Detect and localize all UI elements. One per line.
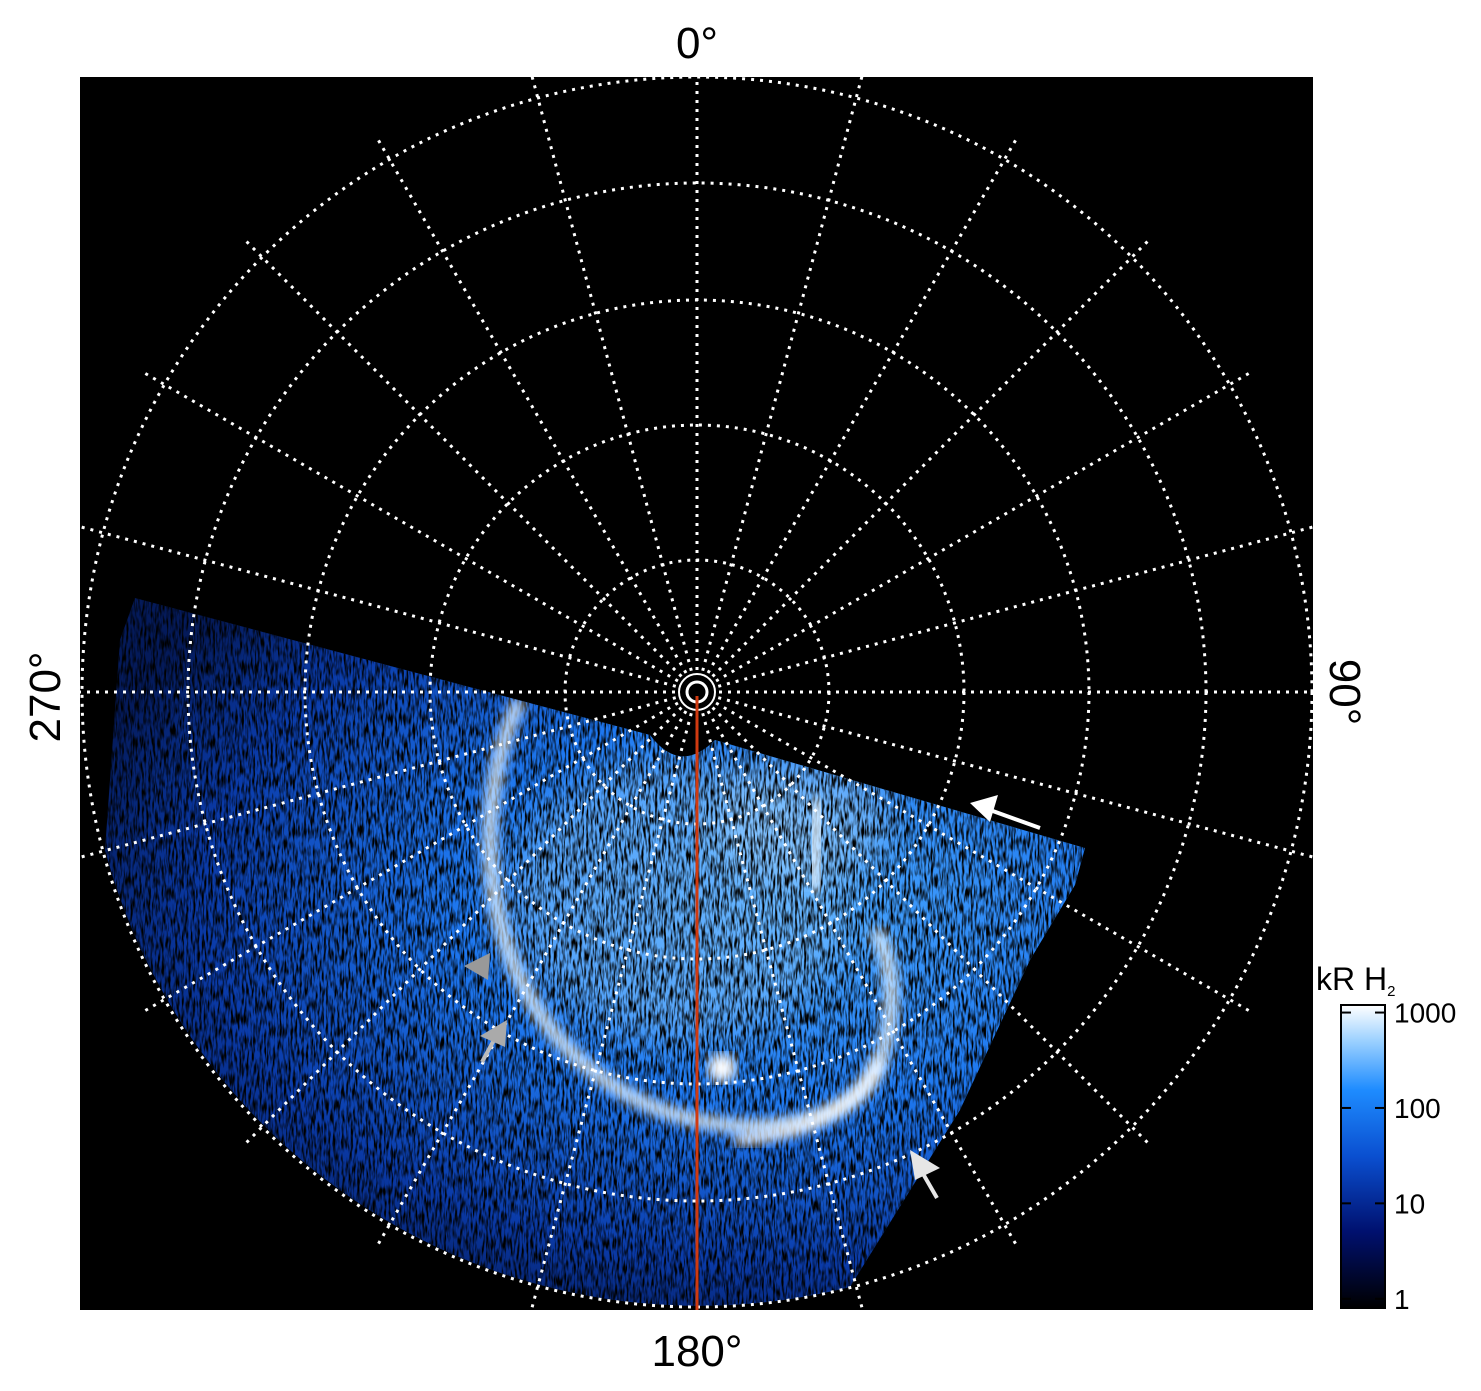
meridian-line — [529, 712, 693, 1310]
azimuth-label: 0° — [676, 19, 718, 68]
colorbar-title-subscript: 2 — [1387, 983, 1395, 1000]
meridian-line — [375, 710, 688, 1248]
meridian-line — [701, 712, 865, 1310]
meridian-line — [141, 370, 679, 683]
colorbar-tick-label: 1000 — [1394, 998, 1456, 1029]
aurora-spot — [708, 1054, 736, 1082]
azimuth-label: 180° — [651, 1327, 742, 1376]
meridian-line — [80, 525, 677, 688]
meridian-line — [717, 696, 1313, 859]
colorbar-ticks: 1 10 100 1000 — [1341, 998, 1456, 1315]
meridian-line — [530, 77, 693, 672]
colorbar-tick-label: 1 — [1394, 1284, 1410, 1315]
azimuth-label: 90° — [1320, 659, 1369, 726]
meridian-line — [715, 701, 1253, 1014]
colorbar — [1340, 1004, 1386, 1309]
meridian-line — [701, 77, 864, 672]
main-oval — [734, 1058, 885, 1145]
colorbar-title-main: kR H — [1316, 961, 1387, 997]
aurora-arc — [804, 799, 828, 892]
meridian-line — [715, 370, 1253, 683]
colorbar-tick-label: 100 — [1394, 1093, 1441, 1124]
meridian-line — [243, 706, 683, 1146]
azimuth-label: 270° — [21, 651, 70, 742]
meridian-line — [243, 238, 683, 678]
meridian-line — [711, 706, 1151, 1146]
colorbar-title: kR H2 — [1316, 961, 1395, 1000]
arrows — [464, 795, 1041, 1199]
meridian-line — [80, 696, 677, 859]
main-oval — [484, 697, 898, 1133]
meridian-line — [717, 525, 1313, 688]
colorbar-tick-label: 10 — [1394, 1188, 1425, 1219]
meridian-line — [706, 710, 1019, 1248]
meridian-line — [706, 136, 1019, 674]
meridian-line — [711, 238, 1151, 678]
meridian-line — [141, 701, 679, 1014]
meridian-line — [375, 136, 688, 674]
